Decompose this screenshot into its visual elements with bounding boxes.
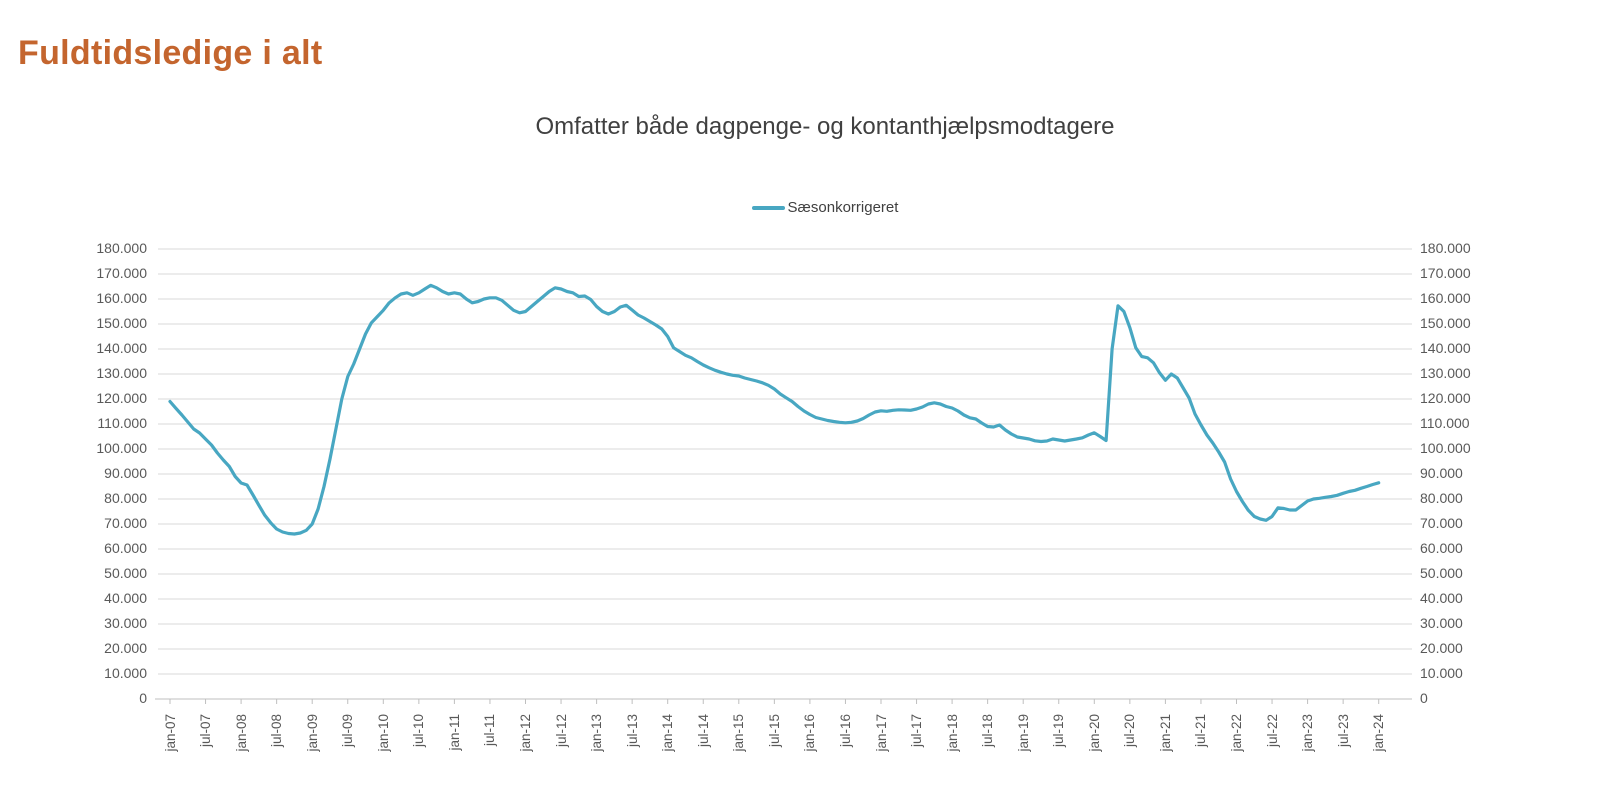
y-axis-label-right: 50.000 bbox=[1420, 565, 1463, 581]
legend-label: Sæsonkorrigeret bbox=[787, 199, 899, 216]
x-axis-label: jan-21 bbox=[1157, 714, 1173, 752]
y-axis-label-left: 30.000 bbox=[104, 615, 147, 631]
y-axis-label-right: 0 bbox=[1420, 690, 1428, 706]
x-axis-label: jul-16 bbox=[837, 714, 853, 748]
y-axis-label-left: 20.000 bbox=[104, 640, 147, 656]
y-axis-label-left: 60.000 bbox=[104, 540, 147, 556]
y-axis-label-left: 10.000 bbox=[104, 665, 147, 681]
y-axis-label-left: 120.000 bbox=[96, 390, 147, 406]
x-axis-label: jul-21 bbox=[1193, 714, 1209, 748]
x-axis-label: jul-12 bbox=[553, 714, 569, 748]
y-axis-label-left: 40.000 bbox=[104, 590, 147, 606]
y-axis-label-right: 150.000 bbox=[1420, 315, 1471, 331]
x-axis-label: jan-18 bbox=[944, 714, 960, 752]
y-axis-label-left: 140.000 bbox=[96, 340, 147, 356]
x-axis-label: jul-18 bbox=[980, 714, 996, 748]
y-axis-label-right: 20.000 bbox=[1420, 640, 1463, 656]
y-axis-label-right: 130.000 bbox=[1420, 365, 1471, 381]
y-axis-label-left: 170.000 bbox=[96, 265, 147, 281]
x-axis-label: jan-23 bbox=[1300, 714, 1316, 752]
x-axis-label: jan-20 bbox=[1086, 714, 1102, 752]
y-axis-label-right: 10.000 bbox=[1420, 665, 1463, 681]
chart-subtitle: Omfatter både dagpenge- og kontanthjælps… bbox=[535, 113, 1115, 140]
x-axis-label: jul-10 bbox=[411, 714, 427, 748]
x-axis-label: jan-16 bbox=[802, 714, 818, 752]
y-axis-label-right: 90.000 bbox=[1420, 465, 1463, 481]
y-axis-label-left: 150.000 bbox=[96, 315, 147, 331]
y-axis-label-right: 70.000 bbox=[1420, 515, 1463, 531]
y-axis-label-left: 80.000 bbox=[104, 490, 147, 506]
x-axis-label: jan-10 bbox=[375, 714, 391, 752]
y-axis-label-right: 110.000 bbox=[1420, 415, 1470, 431]
x-axis-label: jul-23 bbox=[1335, 714, 1351, 748]
x-axis-label: jan-19 bbox=[1015, 714, 1031, 752]
x-axis-label: jan-22 bbox=[1229, 714, 1244, 752]
x-axis-label: jan-24 bbox=[1371, 714, 1387, 752]
page-title: Fuldtidsledige i alt bbox=[18, 34, 323, 72]
x-axis-label: jan-07 bbox=[162, 714, 178, 752]
legend-line-marker-icon bbox=[751, 205, 785, 210]
x-axis-label: jul-08 bbox=[269, 714, 285, 748]
y-axis-label-left: 100.000 bbox=[96, 440, 147, 456]
y-axis-label-left: 110.000 bbox=[97, 415, 147, 431]
plot-area bbox=[155, 248, 1412, 704]
y-axis-label-left: 180.000 bbox=[96, 240, 147, 256]
x-axis-label: jul-11 bbox=[482, 714, 498, 747]
x-axis-label: jan-12 bbox=[518, 714, 533, 752]
x-axis-label: jul-09 bbox=[340, 714, 356, 748]
y-axis-label-right: 120.000 bbox=[1420, 390, 1471, 406]
y-axis-label-right: 160.000 bbox=[1420, 290, 1471, 306]
x-axis-label: jul-20 bbox=[1122, 714, 1138, 748]
x-axis-label: jul-13 bbox=[624, 714, 640, 748]
x-axis-label: jul-07 bbox=[198, 714, 214, 748]
x-axis-label: jan-13 bbox=[589, 714, 605, 752]
x-axis-label: jul-14 bbox=[695, 714, 711, 748]
y-axis-label-right: 170.000 bbox=[1420, 265, 1471, 281]
x-axis-label: jul-17 bbox=[909, 714, 925, 748]
y-axis-label-left: 160.000 bbox=[96, 290, 147, 306]
x-axis-label: jan-15 bbox=[731, 714, 747, 752]
y-axis-label-right: 60.000 bbox=[1420, 540, 1463, 556]
y-axis-label-left: 90.000 bbox=[104, 465, 147, 481]
x-axis-label: jan-14 bbox=[660, 714, 676, 752]
x-axis-label: jul-19 bbox=[1051, 714, 1067, 748]
x-axis-label: jul-22 bbox=[1264, 714, 1280, 748]
y-axis-label-right: 180.000 bbox=[1420, 240, 1471, 256]
y-axis-label-left: 70.000 bbox=[104, 515, 147, 531]
y-axis-label-left: 130.000 bbox=[96, 365, 147, 381]
y-axis-label-left: 0 bbox=[139, 690, 147, 706]
y-axis-label-right: 30.000 bbox=[1420, 615, 1463, 631]
y-axis-label-right: 100.000 bbox=[1420, 440, 1471, 456]
y-axis-label-right: 40.000 bbox=[1420, 590, 1463, 606]
x-axis-label: jan-11 bbox=[446, 714, 462, 751]
y-axis-label-right: 140.000 bbox=[1420, 340, 1471, 356]
x-axis-label: jul-15 bbox=[766, 714, 782, 748]
y-axis-label-left: 50.000 bbox=[104, 565, 147, 581]
x-axis-label: jan-08 bbox=[233, 714, 249, 752]
x-axis-label: jan-09 bbox=[304, 714, 320, 752]
series-line-saesonkorrigeret bbox=[168, 283, 1381, 536]
legend: Sæsonkorrigeret bbox=[160, 199, 1490, 216]
x-axis-label: jan-17 bbox=[873, 714, 889, 752]
y-axis-label-right: 80.000 bbox=[1420, 490, 1463, 506]
